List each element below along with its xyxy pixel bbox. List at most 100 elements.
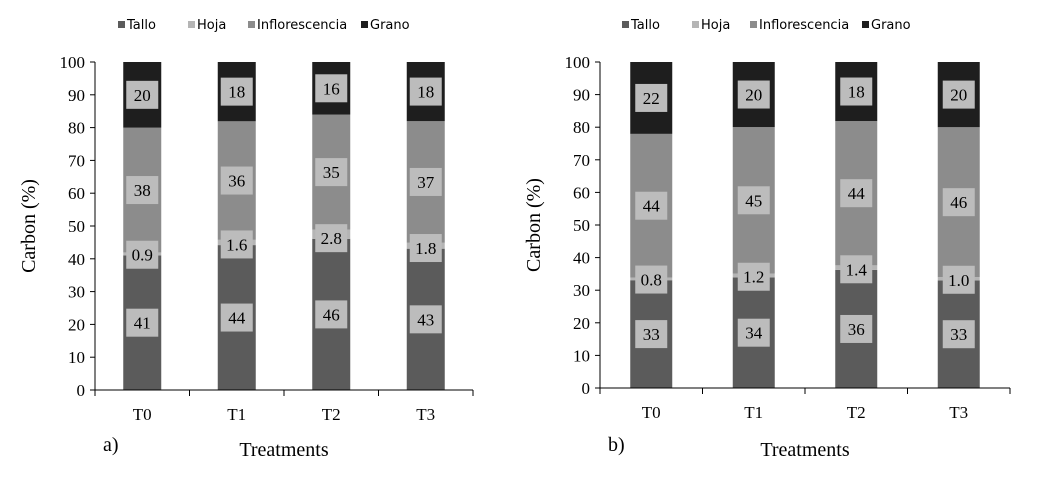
data-label-box: [840, 179, 873, 208]
data-label-box: [409, 167, 442, 196]
data-label-box: [737, 186, 770, 215]
x-tick-label: T3: [949, 403, 968, 422]
data-label: 43: [417, 310, 434, 329]
data-label: 1.0: [948, 271, 969, 290]
data-label-box: [315, 158, 348, 187]
y-tick-label: 0: [77, 381, 86, 400]
legend: Tallo Hoja Inflorescencia Grano: [118, 18, 410, 33]
data-label-box: [315, 74, 348, 103]
y-tick-label: 90: [68, 86, 85, 105]
data-label: 44: [643, 197, 661, 216]
data-label-box: [635, 265, 668, 294]
y-tick-label: 0: [582, 379, 591, 398]
x-tick-label: T2: [322, 405, 341, 424]
data-label-box: [942, 320, 975, 349]
legend-label-inflorescencia: Inflorescencia: [257, 18, 347, 33]
legend-label-grano: Grano: [370, 18, 410, 33]
data-label: 35: [323, 163, 340, 182]
legend-swatch-tallo: [622, 21, 629, 28]
bar-stack-T0: 33 0.8 44 22: [630, 62, 673, 388]
data-label-box: [315, 224, 348, 253]
legend: Tallo Hoja Inflorescencia Grano: [622, 18, 911, 33]
data-label: 38: [134, 181, 151, 200]
y-tick-label: 50: [573, 216, 590, 235]
data-label-box: [840, 255, 873, 284]
y-tick-label: 10: [68, 348, 85, 367]
data-label-box: [220, 230, 253, 259]
bar-stack-T3: 33 1.0 46 20: [937, 62, 980, 388]
y-tick-label: 50: [68, 217, 85, 236]
y-tick-label: 70: [573, 151, 590, 170]
y-axis-title: Carbon (%): [523, 178, 545, 272]
data-label: 18: [417, 83, 434, 102]
bar-stack-T1: 34 1.2 45 20: [732, 62, 775, 388]
y-tick-label: 80: [573, 118, 590, 137]
bar-stack-T2: 36 1.4 44 18: [835, 62, 878, 388]
y-tick-label: 40: [573, 249, 590, 268]
data-label: 0.9: [132, 246, 153, 265]
data-label: 20: [950, 86, 967, 105]
data-label: 44: [848, 184, 866, 203]
data-label: 1.8: [415, 239, 436, 258]
y-tick-label: 30: [68, 283, 85, 302]
data-label-box: [126, 176, 159, 205]
legend-swatch-grano: [862, 21, 869, 28]
data-label: 16: [323, 79, 340, 98]
data-label-box: [409, 305, 442, 334]
legend-swatch-hoja: [692, 21, 699, 28]
data-label-box: [635, 83, 668, 112]
data-label-box: [409, 234, 442, 263]
x-tick-label: T0: [642, 403, 661, 422]
data-label: 37: [417, 173, 435, 192]
legend-swatch-grano: [361, 21, 368, 28]
legend-label-hoja: Hoja: [701, 18, 730, 33]
chart-panel-b: Tallo Hoja Inflorescencia Grano 33 0.8 44 22 34 1…: [523, 18, 1011, 461]
y-tick-label: 70: [68, 151, 85, 170]
data-label: 33: [643, 325, 660, 344]
chart-panel-a: Tallo Hoja Inflorescencia Grano 41 0.9 38 20 44 1…: [18, 18, 474, 461]
data-label-box: [409, 77, 442, 106]
legend-label-grano: Grano: [871, 18, 911, 33]
data-label-box: [126, 240, 159, 269]
data-label: 22: [643, 89, 660, 108]
data-label: 1.4: [846, 260, 868, 279]
y-tick-label: 60: [573, 183, 590, 202]
legend-label-tallo: Tallo: [126, 18, 156, 33]
data-label-box: [737, 318, 770, 347]
bar-stack-T2: 46 2.8 35 16: [312, 62, 351, 390]
y-axis-title: Carbon (%): [18, 179, 40, 273]
x-tick-label: T3: [416, 405, 435, 424]
y-tick-label: 40: [68, 250, 85, 269]
data-label: 0.8: [641, 271, 662, 290]
panel-label: b): [608, 434, 625, 456]
data-label: 33: [950, 325, 967, 344]
y-tick-label: 10: [573, 346, 590, 365]
data-label-box: [942, 188, 975, 217]
data-label: 20: [134, 86, 151, 105]
data-label-box: [635, 320, 668, 349]
data-label-box: [840, 314, 873, 343]
data-label: 46: [950, 193, 967, 212]
data-label-box: [126, 80, 159, 109]
data-label-box: [737, 262, 770, 291]
bar-stack-T3: 43 1.8 37 18: [406, 62, 445, 390]
y-tick-label: 80: [68, 119, 85, 138]
bar-stack-T0: 41 0.9 38 20: [123, 62, 162, 390]
data-label-box: [220, 303, 253, 332]
y-tick-label: 30: [573, 281, 590, 300]
legend-label-hoja: Hoja: [197, 18, 226, 33]
bar-stack-T1: 44 1.6 36 18: [217, 62, 256, 390]
x-tick-label: T0: [133, 405, 152, 424]
data-label: 2.8: [321, 229, 342, 248]
data-label-box: [942, 80, 975, 109]
data-label: 18: [848, 83, 865, 102]
panel-label: a): [103, 434, 119, 456]
y-tick-label: 100: [60, 53, 86, 72]
x-axis-title: Treatments: [239, 439, 328, 461]
legend-swatch-hoja: [188, 21, 195, 28]
x-tick-label: T1: [744, 403, 763, 422]
data-label: 41: [134, 314, 151, 333]
y-tick-label: 90: [573, 86, 590, 105]
